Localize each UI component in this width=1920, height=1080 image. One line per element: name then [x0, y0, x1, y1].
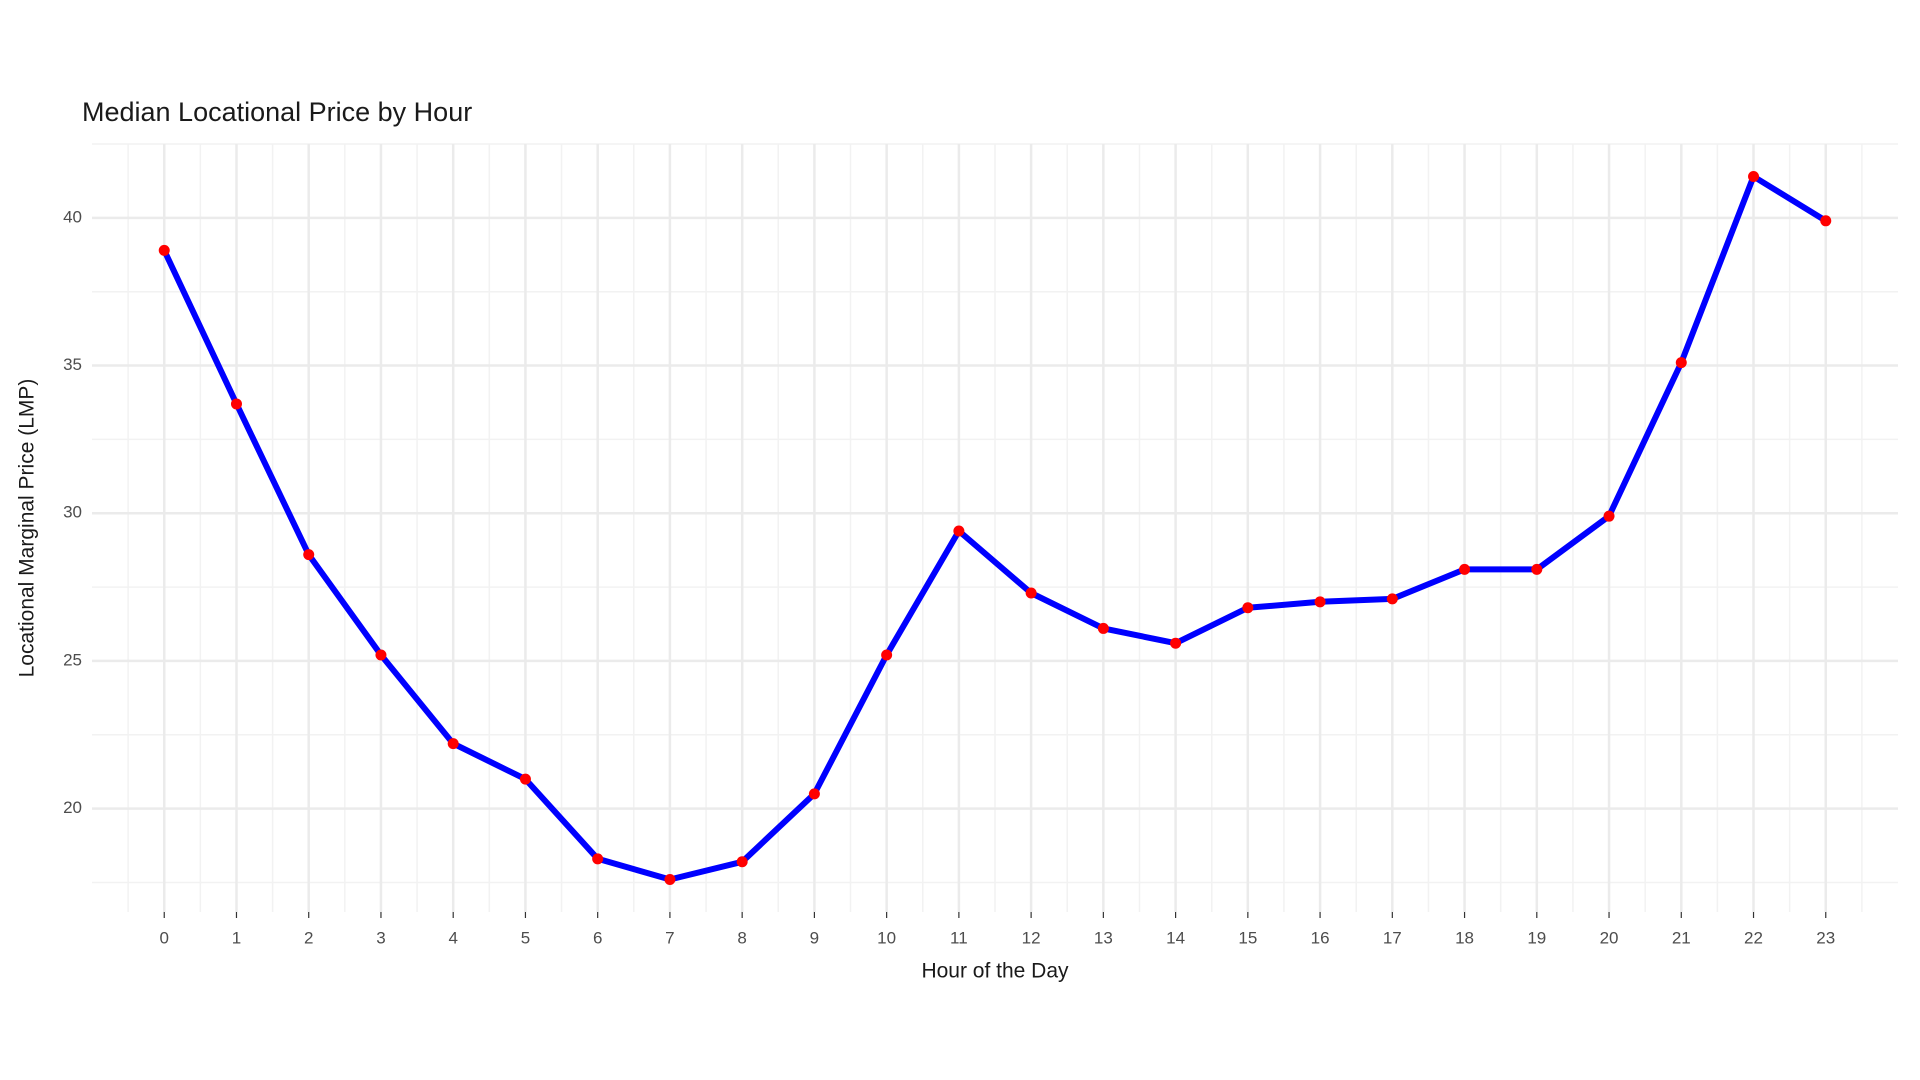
- y-tick-label: 30: [63, 503, 82, 522]
- point: [664, 874, 676, 886]
- x-tick-label: 5: [521, 928, 530, 947]
- x-tick-label: 23: [1816, 928, 1835, 947]
- x-tick-label: 2: [304, 928, 313, 947]
- point: [1531, 563, 1543, 575]
- point: [1748, 170, 1760, 182]
- x-tick-label: 14: [1166, 928, 1185, 947]
- y-tick-label: 20: [63, 798, 82, 817]
- x-tick-label: 4: [448, 928, 457, 947]
- chart-title: Median Locational Price by Hour: [82, 97, 472, 127]
- point: [447, 738, 459, 750]
- y-tick-label: 40: [63, 207, 82, 226]
- x-tick-label: 11: [950, 928, 968, 947]
- x-tick-label: 0: [160, 928, 169, 947]
- point: [1675, 357, 1687, 369]
- y-tick-label: 35: [63, 355, 82, 374]
- point: [158, 244, 170, 256]
- point: [375, 649, 387, 661]
- point: [1459, 563, 1471, 575]
- x-tick-label: 6: [593, 928, 602, 947]
- grid: [92, 143, 1898, 912]
- x-tick-label: 18: [1455, 928, 1474, 947]
- y-axis-label: Locational Marginal Price (LMP): [16, 379, 39, 678]
- point: [230, 398, 242, 410]
- point: [1097, 622, 1109, 634]
- x-tick-label: 13: [1094, 928, 1113, 947]
- point: [1242, 602, 1254, 614]
- point: [303, 549, 315, 561]
- x-tick-label: 10: [877, 928, 896, 947]
- line: [161, 173, 1829, 883]
- point: [1603, 510, 1615, 522]
- point: [808, 788, 820, 800]
- point: [519, 773, 531, 785]
- x-tick-label: 19: [1527, 928, 1546, 947]
- point: [1820, 215, 1832, 227]
- x-tick-label: 21: [1672, 928, 1691, 947]
- x-tick-label: 17: [1383, 928, 1402, 947]
- y-tick-label: 25: [63, 650, 82, 669]
- point: [881, 649, 893, 661]
- point: [736, 856, 748, 868]
- plot: [158, 170, 1832, 886]
- point: [592, 853, 604, 865]
- x-tick-label: 22: [1744, 928, 1763, 947]
- point: [953, 525, 965, 537]
- x-tick-label: 20: [1600, 928, 1619, 947]
- point: [1025, 587, 1037, 599]
- x-tick-label: 15: [1238, 928, 1257, 947]
- point: [1386, 593, 1398, 605]
- x-tick-label: 1: [232, 928, 241, 947]
- x-tick-label: 7: [665, 928, 674, 947]
- x-tick-label: 9: [810, 928, 819, 947]
- x-tick-label: 16: [1311, 928, 1330, 947]
- x-tick-label: 12: [1022, 928, 1041, 947]
- x-tick-label: 3: [376, 928, 385, 947]
- x-axis-label: Hour of the Day: [921, 960, 1069, 983]
- point: [1314, 596, 1326, 608]
- point: [1170, 637, 1182, 649]
- x-tick-label: 8: [737, 928, 746, 947]
